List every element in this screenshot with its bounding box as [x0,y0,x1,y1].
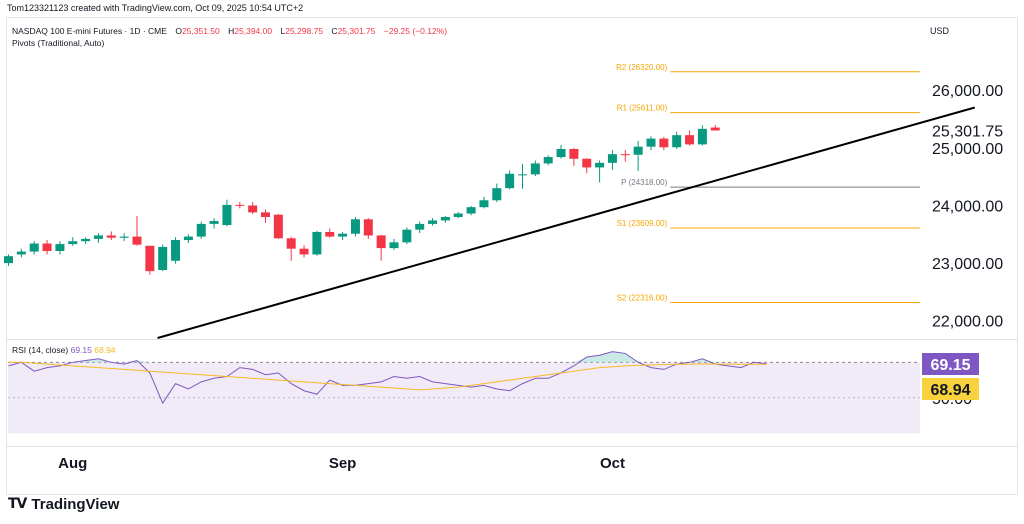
chart-frame [6,17,1018,495]
indicator-legend[interactable]: Pivots (Traditional, Auto) [12,38,105,48]
low-value: 25,298.75 [285,26,324,36]
tradingview-logo-icon: TV [8,496,27,512]
tradingview-logo[interactable]: TV TradingView [8,494,119,514]
rsi-ma-legend-value: 68.94 [94,345,116,355]
change-value: −29.25 (−0.12%) [383,26,448,36]
symbol-name: NASDAQ 100 E-mini Futures · 1D · CME [12,26,167,36]
open-label: O [175,26,182,36]
low-label: L [280,26,286,36]
credit-line: Tom123321123 created with TradingView.co… [7,3,304,13]
currency-label[interactable]: USD [930,26,950,36]
rsi-legend-value: 69.15 [70,345,92,355]
high-label: H [228,26,235,36]
symbol-legend[interactable]: NASDAQ 100 E-mini Futures · 1D · CME O25… [12,26,447,36]
rsi-legend-label: RSI (14, close) [12,345,69,355]
tradingview-logo-text: TradingView [31,495,120,513]
high-value: 25,394.00 [234,26,273,36]
close-label: C [331,26,338,36]
rsi-legend[interactable]: RSI (14, close) 69.15 68.94 [12,345,116,355]
open-value: 25,351.50 [181,26,220,36]
close-value: 25,301.75 [337,26,376,36]
